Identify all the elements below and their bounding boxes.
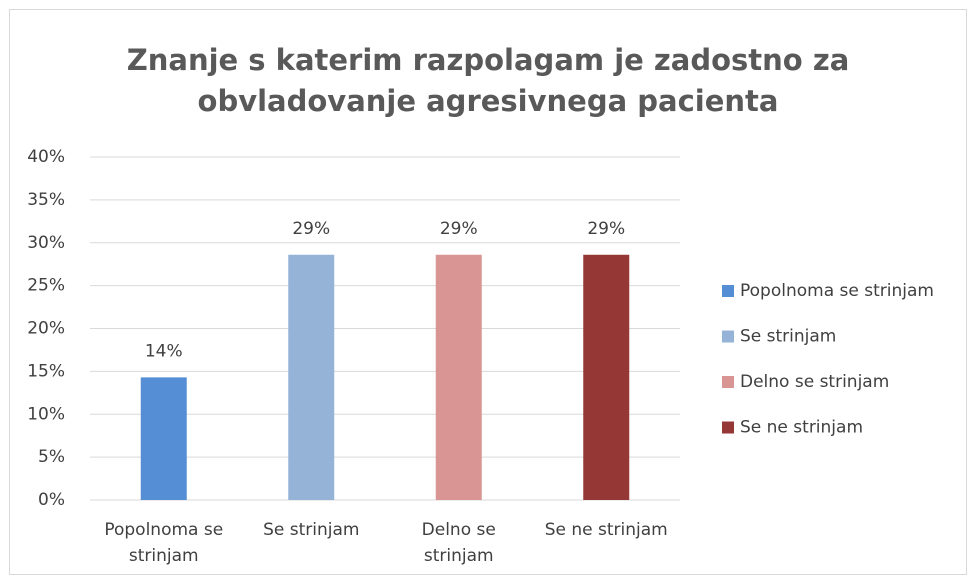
legend-swatch bbox=[722, 285, 734, 297]
legend-label: Delno se strinjam bbox=[740, 372, 889, 392]
y-tick-label: 35% bbox=[27, 190, 65, 210]
data-label: 29% bbox=[292, 219, 330, 239]
bar bbox=[288, 254, 335, 500]
legend-label: Se ne strinjam bbox=[740, 418, 863, 438]
y-tick-label: 30% bbox=[27, 233, 65, 253]
legend-swatch bbox=[722, 421, 734, 434]
chart-title: obvladovanje agresivnega pacienta bbox=[198, 84, 779, 118]
x-tick-label: Popolnoma se strinjam bbox=[104, 520, 223, 566]
y-tick-label: 5% bbox=[38, 447, 65, 467]
x-tick-label: Se ne strinjam bbox=[545, 520, 668, 540]
bar bbox=[140, 377, 187, 500]
y-tick-label: 40% bbox=[27, 147, 65, 167]
x-tick-label: Delno se strinjam bbox=[422, 520, 496, 566]
legend-swatch bbox=[722, 376, 734, 388]
y-tick-label: 20% bbox=[27, 319, 65, 339]
x-tick-label: Se strinjam bbox=[263, 520, 359, 540]
legend-label: Se strinjam bbox=[740, 327, 836, 347]
bar bbox=[435, 254, 482, 500]
y-tick-label: 15% bbox=[27, 361, 65, 381]
chart-title: Znanje s katerim razpolagam je zadostno … bbox=[127, 43, 850, 77]
y-tick-label: 0% bbox=[38, 490, 65, 510]
legend-swatch bbox=[722, 330, 734, 343]
data-label: 29% bbox=[587, 219, 625, 239]
bar bbox=[583, 254, 630, 500]
data-label: 14% bbox=[145, 341, 183, 361]
y-tick-label: 10% bbox=[27, 404, 65, 424]
y-tick-label: 25% bbox=[27, 276, 65, 296]
legend-label: Popolnoma se strinjam bbox=[740, 281, 934, 301]
data-label: 29% bbox=[440, 219, 478, 239]
